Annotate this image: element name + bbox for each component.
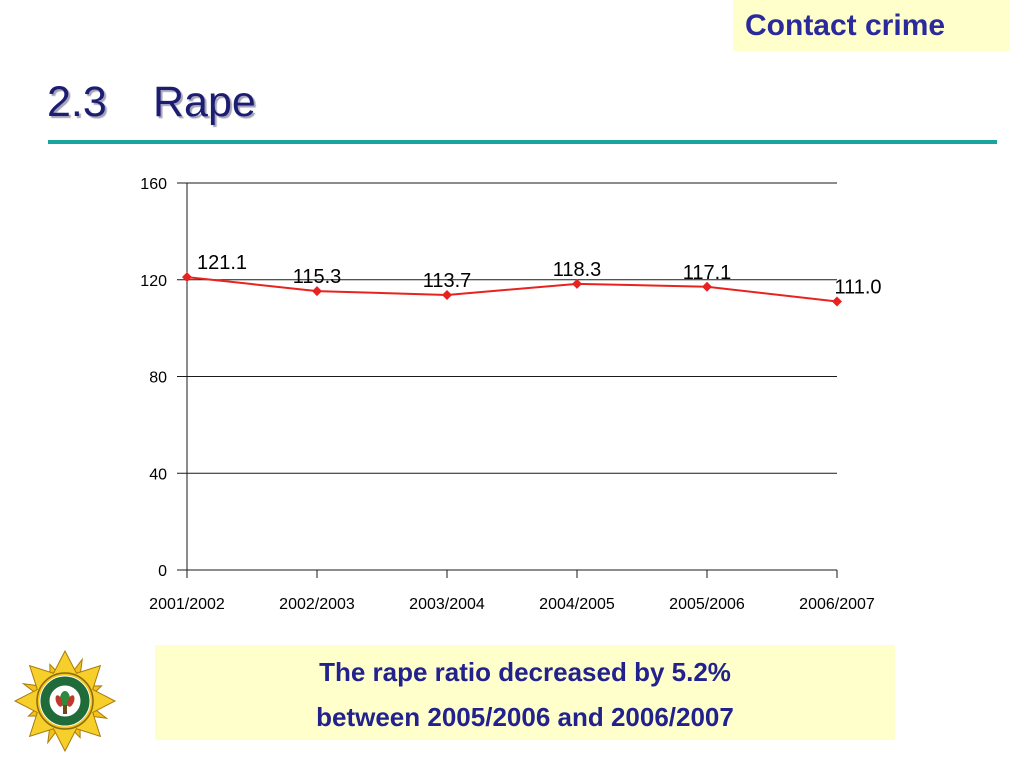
- saps-star-emblem-icon: [13, 649, 117, 753]
- series-line: [186, 276, 838, 303]
- x-tick-label: 2004/2005: [539, 596, 615, 613]
- y-tick-label: 0: [158, 563, 167, 580]
- y-tick-label: 80: [149, 370, 167, 387]
- y-tick-label: 40: [149, 466, 167, 483]
- data-point-marker: [312, 286, 322, 297]
- section-label: Contact crime: [745, 9, 946, 42]
- slide-title: 2.3 Rape: [47, 77, 447, 129]
- y-tick-label: 160: [140, 176, 167, 193]
- y-tick-label: 120: [140, 273, 167, 290]
- data-point-marker: [702, 281, 712, 292]
- slide-title-number: 2.3: [47, 78, 107, 126]
- data-label: 117.1: [683, 262, 732, 284]
- x-tick-label: 2002/2003: [279, 596, 355, 613]
- data-label: 115.3: [293, 266, 342, 288]
- x-tick-label: 2003/2004: [409, 596, 485, 613]
- x-tick-label: 2006/2007: [799, 596, 875, 613]
- data-point-marker: [572, 278, 582, 289]
- data-label: 121.1: [197, 252, 247, 274]
- summary-box: The rape ratio decreased by 5.2% between…: [155, 645, 895, 740]
- summary-line-2: between 2005/2006 and 2006/2007: [316, 702, 734, 732]
- data-label: 113.7: [423, 270, 472, 292]
- x-tick-label: 2001/2002: [149, 596, 225, 613]
- section-label-box: Contact crime: [733, 0, 1010, 51]
- data-label: 111.0: [834, 277, 881, 299]
- title-divider: [48, 140, 997, 144]
- data-point-marker: [182, 272, 192, 283]
- summary-line-1: The rape ratio decreased by 5.2%: [319, 657, 731, 687]
- data-point-marker: [832, 296, 842, 307]
- data-label: 118.3: [553, 259, 602, 281]
- line-chart: 0 40 80 120 160 2001/2002 2002/2003 2003/2004 20…: [140, 176, 881, 613]
- data-point-marker: [442, 289, 452, 300]
- x-tick-label: 2005/2006: [669, 596, 745, 613]
- slide-title-text: Rape: [153, 78, 256, 126]
